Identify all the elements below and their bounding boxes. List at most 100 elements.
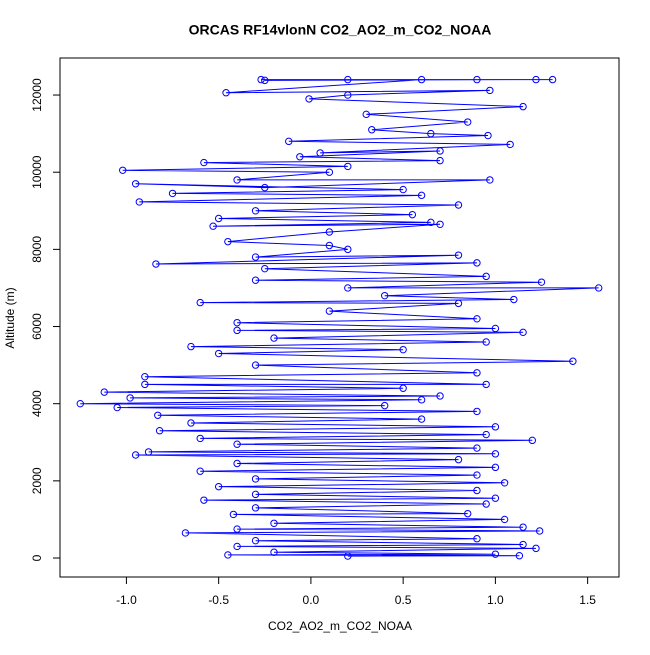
data-point <box>261 183 269 192</box>
data-point <box>251 475 260 483</box>
data-point <box>131 180 140 188</box>
data-point <box>100 388 108 396</box>
data-point <box>344 552 352 560</box>
data-point <box>257 75 265 84</box>
data-line <box>80 79 599 557</box>
data-point <box>344 284 352 292</box>
data-point <box>417 75 426 84</box>
y-tick-label: 0 <box>30 554 44 561</box>
data-point <box>261 76 269 85</box>
data-point <box>532 75 540 84</box>
data-point <box>427 218 435 227</box>
data-point <box>482 500 490 508</box>
data-point <box>491 550 500 558</box>
data-point <box>436 392 444 400</box>
data-point <box>436 156 444 165</box>
x-tick-label: 0.5 <box>395 593 412 607</box>
data-point <box>233 542 241 551</box>
data-point <box>233 440 241 448</box>
data-point <box>131 451 140 459</box>
data-point <box>454 299 463 308</box>
data-point <box>305 95 313 103</box>
data-point <box>500 479 509 487</box>
data-point <box>325 307 334 315</box>
data-point <box>222 89 230 97</box>
data-point <box>436 220 444 228</box>
data-point <box>491 324 500 333</box>
data-point <box>135 198 144 206</box>
data-point <box>473 75 481 84</box>
data-point <box>491 463 500 472</box>
data-point <box>362 110 370 119</box>
data-point <box>408 210 417 219</box>
data-point <box>214 482 223 491</box>
data-point <box>417 396 426 404</box>
data-point <box>528 436 536 445</box>
data-point <box>344 91 352 99</box>
data-point <box>168 189 177 198</box>
data-point <box>196 434 204 443</box>
data-point <box>344 245 352 254</box>
data-point <box>251 207 260 215</box>
data-point <box>181 529 190 537</box>
data-point <box>532 544 540 553</box>
data-point <box>316 149 324 157</box>
data-point <box>214 349 223 358</box>
data-point <box>473 471 481 479</box>
data-point <box>464 509 472 518</box>
data-point <box>233 525 241 533</box>
x-axis-label: CO2_AO2_m_CO2_NOAA <box>268 619 412 633</box>
data-point <box>500 515 509 524</box>
data-point <box>261 264 269 273</box>
data-point <box>233 326 241 335</box>
data-point <box>473 407 481 416</box>
data-point <box>454 455 463 464</box>
y-tick-label: 12000 <box>30 78 44 112</box>
data-point <box>141 380 149 389</box>
data-point <box>473 444 481 452</box>
data-point <box>325 168 334 176</box>
data-point <box>569 357 577 365</box>
y-axis-label: Altitude (m) <box>3 287 17 348</box>
data-point <box>251 490 260 499</box>
data-point <box>595 284 603 292</box>
data-point <box>126 394 134 402</box>
data-point <box>196 298 204 307</box>
data-point <box>491 450 500 458</box>
data-point <box>141 372 149 381</box>
data-point <box>399 185 407 194</box>
data-point <box>270 334 278 342</box>
data-point <box>482 272 490 281</box>
data-point <box>482 380 490 389</box>
x-tick-label: 0.0 <box>303 593 320 607</box>
data-point <box>537 278 546 286</box>
x-tick-label: -0.5 <box>208 593 229 607</box>
data-point <box>427 129 435 138</box>
data-point <box>187 342 195 351</box>
x-tick-label: 1.0 <box>487 593 504 607</box>
data-point <box>454 251 463 259</box>
y-tick-label: 10000 <box>30 155 44 189</box>
data-point <box>473 315 481 323</box>
data-point <box>473 486 481 495</box>
data-point <box>473 259 481 267</box>
y-tick-label: 2000 <box>30 467 44 494</box>
data-point <box>515 552 524 560</box>
plot-frame <box>59 57 620 578</box>
data-point <box>473 369 481 377</box>
data-point <box>113 403 121 412</box>
data-point <box>325 241 334 250</box>
data-point <box>506 140 514 149</box>
data-point <box>548 75 557 84</box>
data-point <box>155 426 164 435</box>
y-tick-label: 8000 <box>30 236 44 263</box>
data-point <box>296 153 304 161</box>
data-point <box>224 551 232 559</box>
data-point <box>344 162 352 171</box>
data-point <box>154 411 162 419</box>
data-point <box>535 527 544 535</box>
data-point <box>119 166 127 174</box>
data-point <box>144 448 153 456</box>
data-point <box>486 176 494 184</box>
